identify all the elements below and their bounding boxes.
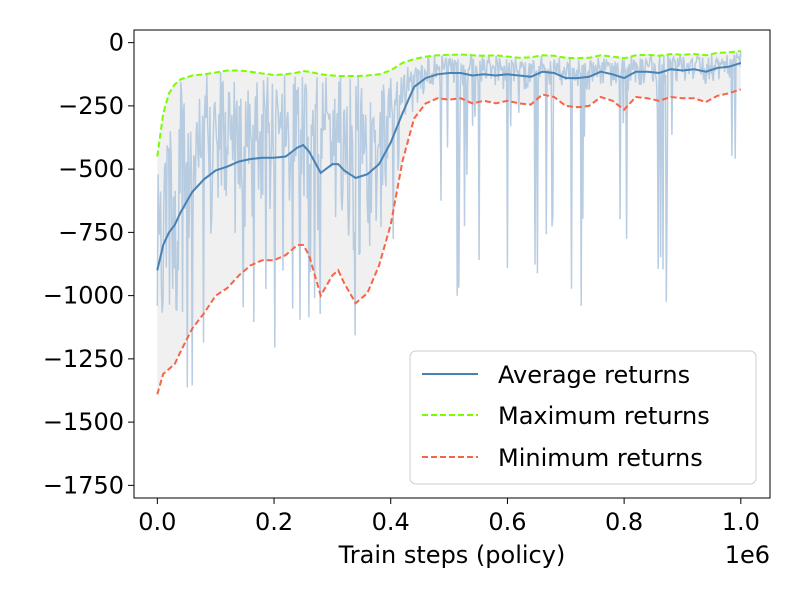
x-tick-label: 1.0 xyxy=(722,508,760,536)
y-tick-label: −250 xyxy=(58,92,124,120)
y-axis: 0 −250 −500 −750 −1000 −1250 −1500 −1750 xyxy=(43,29,134,499)
plot-frame xyxy=(133,29,771,499)
y-tick-label: −1250 xyxy=(43,345,124,373)
x-tick-label: 0.6 xyxy=(488,508,526,536)
x-tick-label: 0.0 xyxy=(138,508,176,536)
y-tick-label: −1750 xyxy=(43,471,124,499)
legend-minimum-label: Minimum returns xyxy=(498,444,703,472)
x-axis-label: Train steps (policy) xyxy=(338,541,566,569)
series-line-average-returns xyxy=(156,61,742,271)
series-line-maximum-returns xyxy=(156,50,741,157)
y-tick-label: 0 xyxy=(109,29,124,57)
y-tick-label: −1500 xyxy=(43,408,124,436)
y-tick-label: −1000 xyxy=(43,282,124,310)
x-tick-label: 0.4 xyxy=(372,508,410,536)
y-tick-label: −750 xyxy=(58,218,124,246)
legend-maximum-label: Maximum returns xyxy=(498,402,710,430)
legend-average-label: Average returns xyxy=(498,361,690,389)
plot-layer xyxy=(156,50,742,395)
legend: Average returns Maximum returns Minimum … xyxy=(409,350,757,485)
series-line-minimum-returns xyxy=(156,88,742,395)
x-axis: 0.0 0.2 0.4 0.6 0.8 1.0 xyxy=(138,498,760,536)
raw-returns-trace xyxy=(156,51,742,388)
x-axis-scale-label: 1e6 xyxy=(725,541,770,569)
x-tick-label: 0.8 xyxy=(605,508,643,536)
y-tick-label: −500 xyxy=(58,155,124,183)
legend-box xyxy=(409,350,757,485)
x-tick-label: 0.2 xyxy=(255,508,293,536)
